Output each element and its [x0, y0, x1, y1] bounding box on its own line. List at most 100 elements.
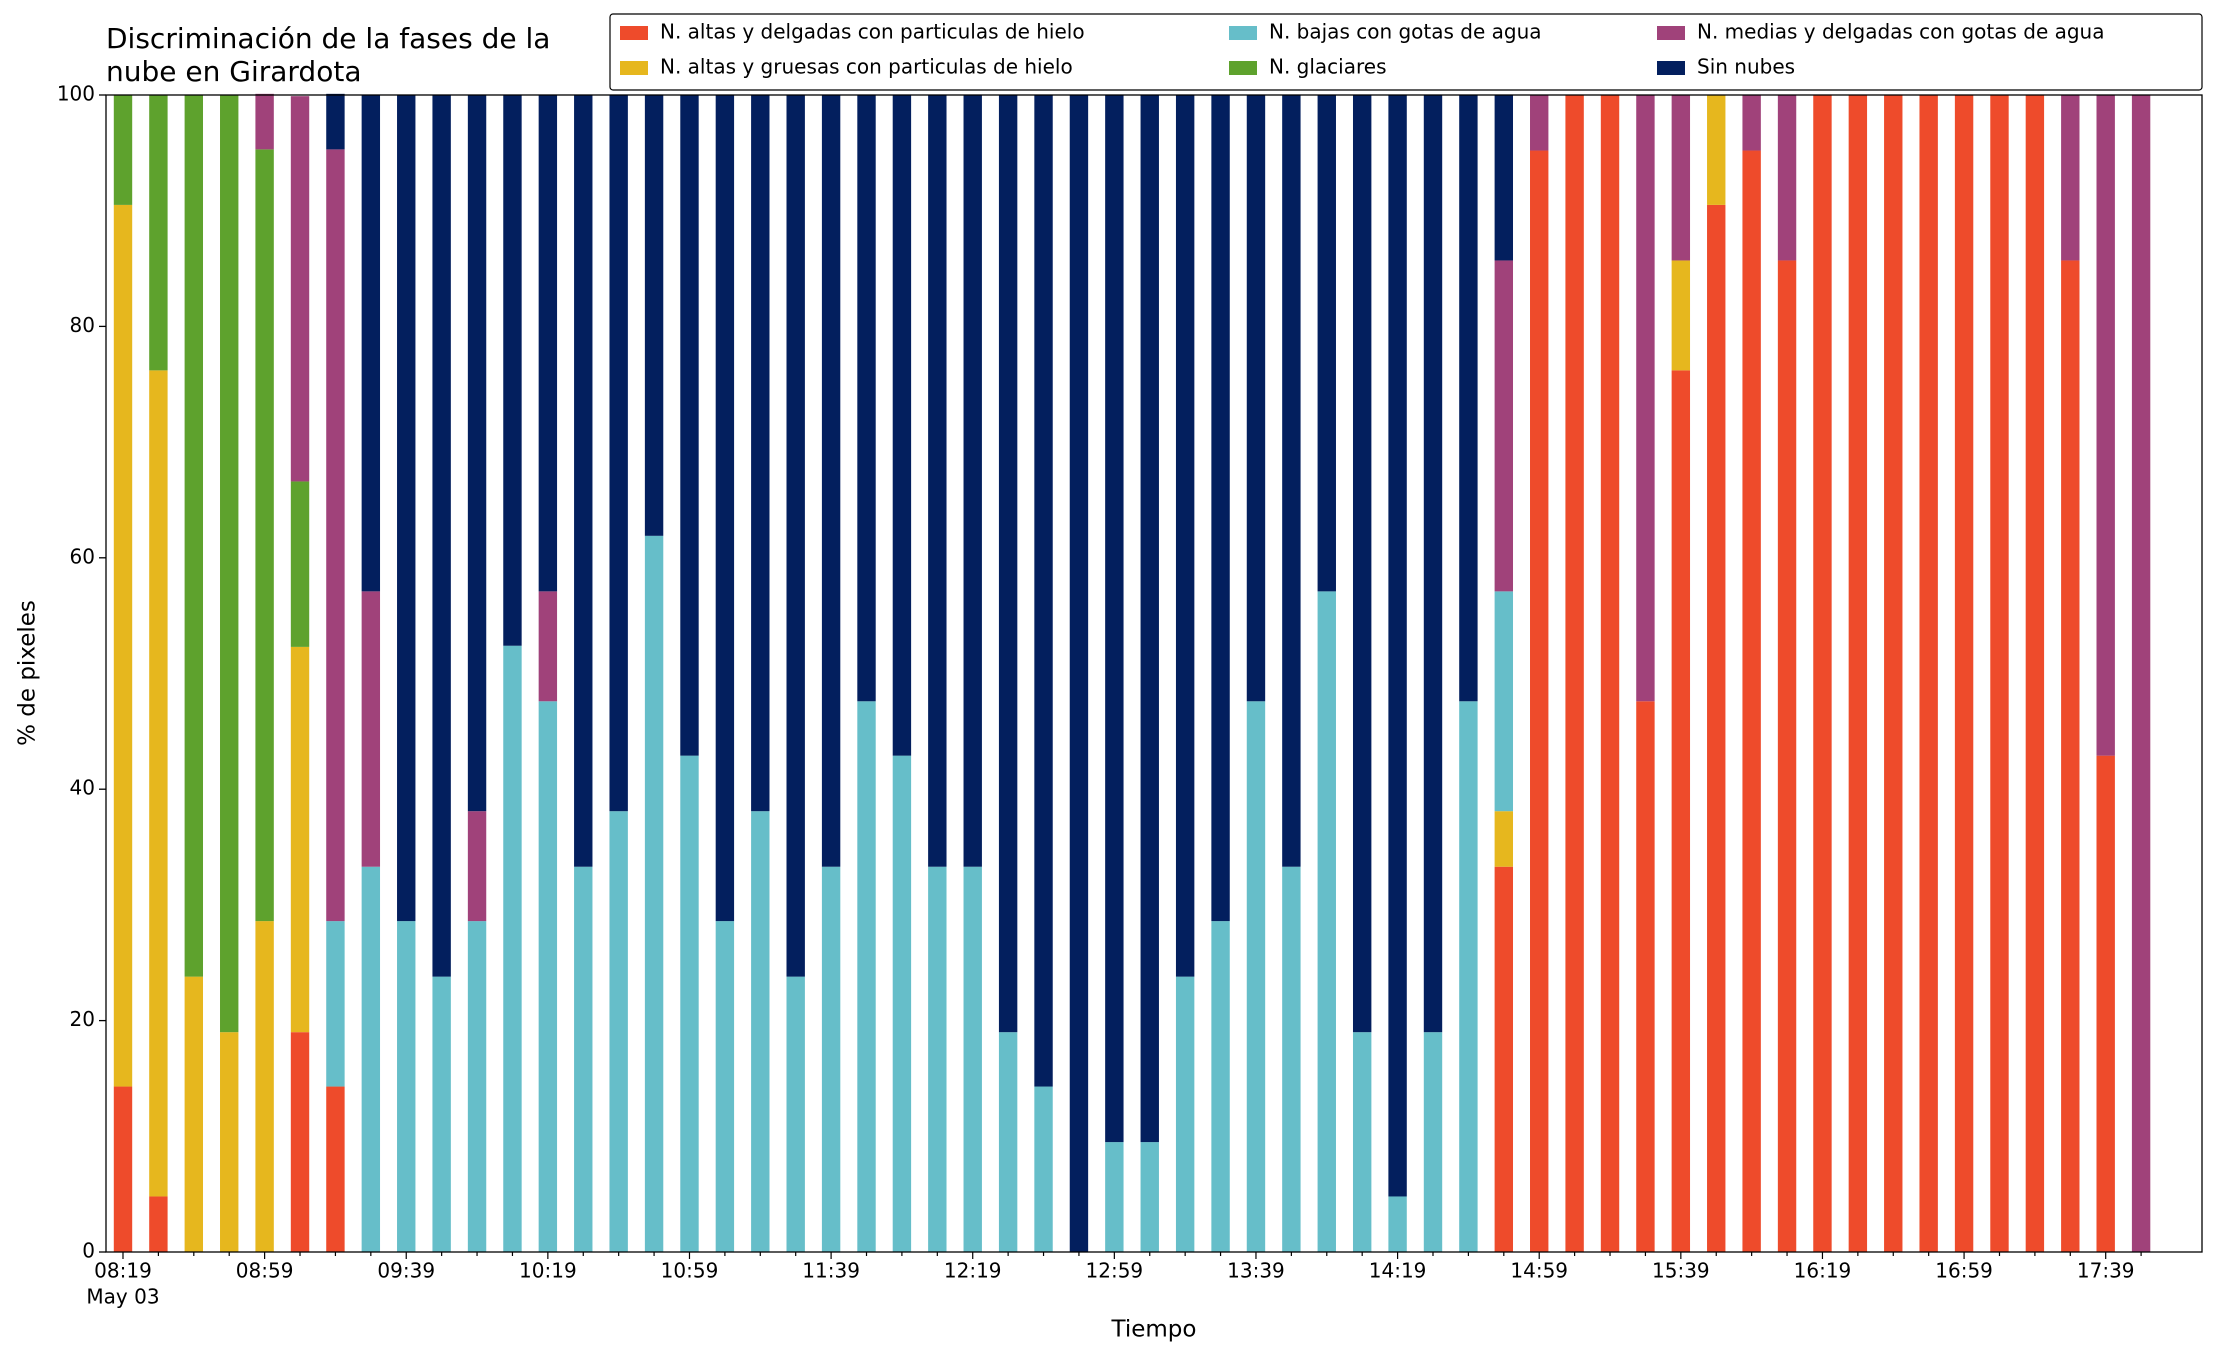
bar-segment [361, 95, 381, 592]
bar-segment [113, 95, 133, 205]
bar-segment [1352, 95, 1372, 1033]
bar-segment [1459, 95, 1478, 702]
bar-segment [1494, 95, 1514, 261]
bar-segment [644, 95, 664, 536]
bar-segment [290, 646, 310, 1033]
bar-segment [184, 95, 204, 977]
bar-segment [857, 701, 876, 1252]
bar-segment [2025, 95, 2045, 1252]
legend-swatch [1657, 26, 1685, 40]
bar-segment [220, 95, 239, 1033]
bar-segment [1530, 95, 1549, 151]
bar-segment [786, 976, 805, 1252]
bar-segment [751, 811, 770, 1252]
bar-segment [998, 95, 1018, 1033]
x-tick-label: 16:19 [1794, 1259, 1852, 1283]
bar-segment [998, 1032, 1018, 1252]
legend-label: N. bajas con gotas de agua [1269, 20, 1542, 44]
axes-frame [105, 94, 2203, 1253]
bar-segment [1742, 95, 1761, 151]
legend-label: Sin nubes [1697, 55, 1795, 79]
bar-segment [432, 95, 451, 977]
bar-segment [326, 1086, 345, 1252]
legend-swatch [1657, 61, 1685, 75]
x-tick-label: 12:19 [944, 1259, 1002, 1283]
bar-segment [397, 921, 416, 1252]
bar-segment [892, 755, 912, 1252]
bar-segment [609, 811, 628, 1252]
bar-segment [1494, 866, 1514, 1252]
legend-swatch [1229, 26, 1257, 40]
bar-segment [1494, 260, 1514, 592]
x-tick-label: 17:39 [2077, 1259, 2135, 1283]
bar-segment [1848, 95, 1868, 1252]
bar-segment [467, 921, 487, 1252]
bar-segment [1636, 95, 1655, 702]
bar-segment [1069, 95, 1089, 1252]
bar-segment [644, 535, 664, 1252]
bar-segment [113, 204, 133, 1087]
bar-segment [397, 95, 416, 922]
bar-segment [1317, 95, 1336, 592]
bar-segment [1600, 95, 1620, 1252]
x-tick-label: 12:59 [1086, 1259, 1144, 1283]
bar-segment [963, 95, 982, 867]
x-tick-label: 15:39 [1652, 1259, 1710, 1283]
bar-segment [1175, 976, 1195, 1252]
bar-segment [255, 921, 274, 1252]
bar-segment [574, 866, 593, 1252]
bar-segment [503, 95, 522, 646]
bar-segment [326, 93, 345, 150]
bar-segment [467, 95, 487, 812]
bar-segment [2096, 95, 2115, 756]
bar-segment [1246, 95, 1266, 702]
bar-segment [963, 866, 982, 1252]
bar-segment [1282, 866, 1301, 1252]
bar-segment [255, 93, 274, 150]
bar-segment [1282, 95, 1301, 867]
bar-segment [432, 976, 451, 1252]
bar-segment [326, 921, 345, 1087]
bar-segment [149, 370, 168, 1197]
bar-segment [538, 95, 558, 592]
bar-segment [1423, 1032, 1443, 1252]
x-tick-label: 16:59 [1935, 1259, 1993, 1283]
bar-segment [290, 1032, 310, 1252]
bar-segment [2061, 260, 2080, 1252]
bar-segment [1954, 95, 1974, 1252]
bar-segment [574, 95, 593, 867]
y-tick-label: 100 [57, 82, 95, 106]
bar-segment [821, 95, 841, 867]
x-tick-label: 14:19 [1369, 1259, 1427, 1283]
bar-segment [1671, 95, 1691, 261]
bar-segment [1388, 95, 1407, 1197]
bar-segment [149, 95, 168, 371]
bar-segment [1742, 150, 1761, 1252]
bar-segment [2131, 95, 2151, 1252]
bar-segment [1707, 95, 1726, 205]
legend-swatch [1229, 61, 1257, 75]
bar-segment [786, 95, 805, 977]
bar-segment [255, 149, 274, 922]
bar-segment [1565, 95, 1584, 1252]
bar-segment [1388, 1196, 1407, 1252]
y-tick-label: 20 [70, 1007, 95, 1031]
y-tick-label: 60 [70, 544, 95, 568]
bar-segment [538, 701, 558, 1252]
legend-label: N. medias y delgadas con gotas de agua [1697, 20, 2105, 44]
y-axis-label: % de pixeles [15, 600, 41, 746]
bar-segment [680, 95, 699, 756]
chart-title-line: Discriminación de la fases de la [106, 22, 550, 55]
bar-segment [1459, 701, 1478, 1252]
bar-segment [467, 811, 487, 922]
bar-segment [609, 95, 628, 812]
bar-segment [1671, 370, 1691, 1253]
bar-segment [361, 866, 381, 1252]
bar-segment [2096, 755, 2115, 1252]
bar-segment [751, 95, 770, 812]
legend-box [609, 13, 2203, 91]
bar-segment [1211, 921, 1230, 1252]
chart-title-line: nube en Girardota [106, 55, 361, 88]
bar-segment [928, 866, 947, 1252]
